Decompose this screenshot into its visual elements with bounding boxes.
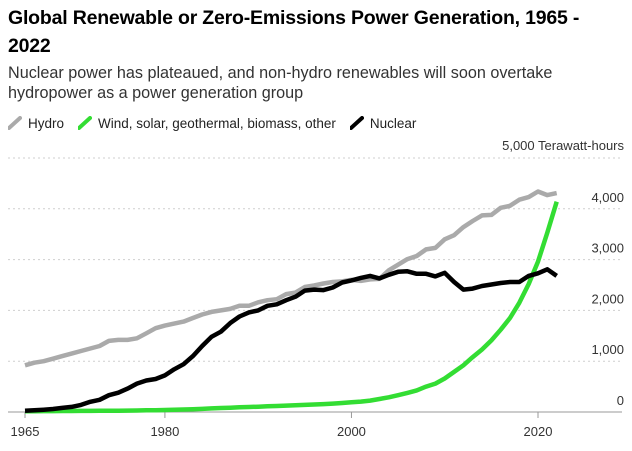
legend-label-renewables: Wind, solar, geothermal, biomass, other	[98, 115, 336, 131]
y-tick-label-1000: 1,000	[591, 342, 624, 357]
legend-item-hydro: Hydro	[8, 116, 64, 131]
y-tick-label-2000: 2,000	[591, 291, 624, 306]
series-line-renewables	[25, 201, 559, 414]
y-tick-label-3000: 3,000	[591, 241, 624, 256]
y-tick-label-0: 0	[617, 393, 624, 408]
legend-item-renewables: Wind, solar, geothermal, biomass, other	[78, 116, 336, 131]
legend-label-hydro: Hydro	[28, 115, 65, 131]
x-tick-label-1980: 1980	[150, 424, 179, 439]
legend-item-nuclear: Nuclear	[349, 115, 417, 131]
legend-swatch-nuclear	[349, 116, 364, 130]
chart-legend: Hydro Wind, solar, geothermal, biomass, …	[8, 113, 430, 133]
x-tick-label-1965: 1965	[11, 424, 40, 439]
series-line-hydro	[24, 189, 558, 368]
y-tick-label-4000: 4,000	[591, 190, 624, 205]
x-tick-label-2020: 2020	[524, 424, 553, 439]
x-tick-label-2000: 2000	[337, 424, 366, 439]
legend-label-nuclear: Nuclear	[369, 115, 417, 131]
chart-title: Global Renewable or Zero-Emissions Power…	[8, 7, 580, 57]
y-axis-label: 5,000 Terawatt-hours	[502, 138, 624, 153]
legend-swatch-hydro	[8, 116, 22, 130]
legend-swatch-renewables	[78, 116, 93, 130]
chart-subtitle: Nuclear power has plateaued, and non-hyd…	[8, 64, 553, 102]
series-line-nuclear	[24, 267, 558, 413]
